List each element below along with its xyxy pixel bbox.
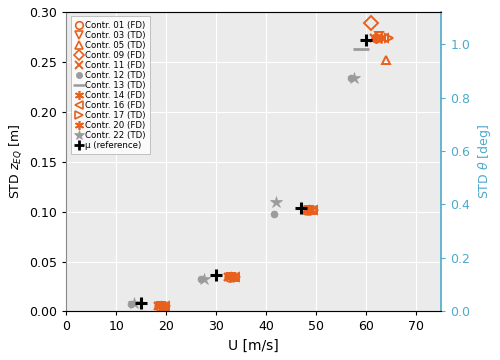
Y-axis label: STD $\theta$ [deg]: STD $\theta$ [deg] [476,124,493,199]
Y-axis label: STD $z_{EQ}$ [m]: STD $z_{EQ}$ [m] [7,124,24,199]
Legend: Contr. 01 (FD), Contr. 03 (TD), Contr. 05 (TD), Contr. 09 (FD), Contr. 11 (FD), : Contr. 01 (FD), Contr. 03 (TD), Contr. 0… [70,16,150,154]
X-axis label: U [m/s]: U [m/s] [228,339,279,353]
